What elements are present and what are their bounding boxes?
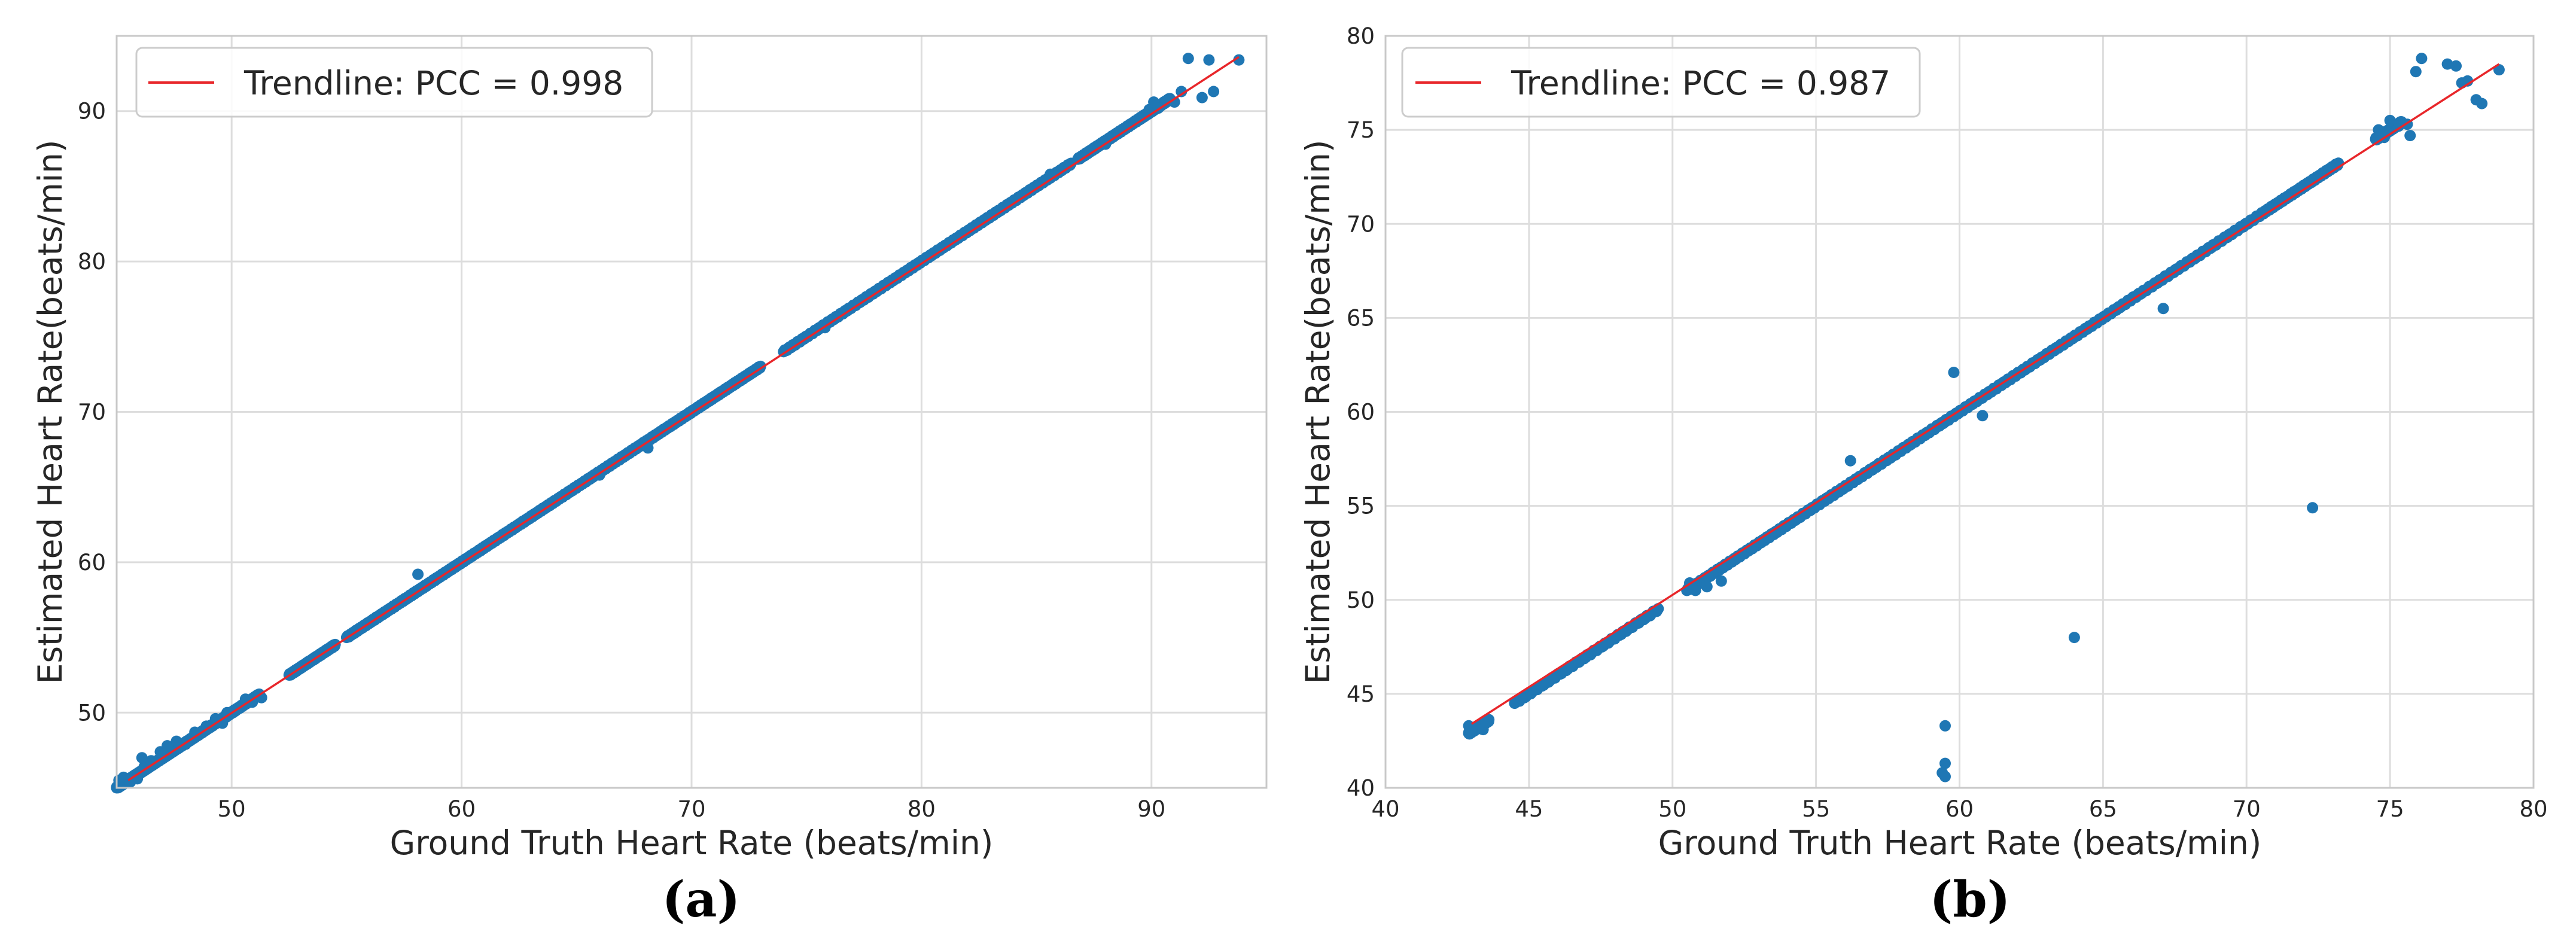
chart-b-legend: Trendline: PCC = 0.987 xyxy=(1401,47,1921,118)
chart-a-xtick-label: 50 xyxy=(218,796,246,822)
chart-b-xtick-label: 65 xyxy=(2089,796,2117,822)
chart-b-point xyxy=(1689,584,1701,596)
chart-b-legend-label: Trendline: PCC = 0.987 xyxy=(1511,64,1890,102)
chart-a-point xyxy=(1176,86,1187,98)
chart-a-legend-box xyxy=(135,47,653,118)
chart-b-point xyxy=(2384,114,2396,126)
chart-b-point xyxy=(2416,53,2428,65)
chart-a-point xyxy=(200,720,212,732)
chart-b-point xyxy=(2157,303,2169,315)
chart-b-point xyxy=(2404,130,2416,142)
chart-b-xtick-label: 55 xyxy=(1802,796,1830,822)
chart-a-point xyxy=(412,568,424,580)
chart-b-caption: (b) xyxy=(1930,871,2011,928)
chart-a-ytick-label: 80 xyxy=(78,249,106,275)
chart-b-point xyxy=(1701,581,1713,593)
chart-b-ytick-label: 40 xyxy=(1347,775,1375,801)
chart-b-xlabel: Ground Truth Heart Rate (beats/min) xyxy=(1658,824,2262,862)
chart-a-xtick-label: 70 xyxy=(677,796,705,822)
chart-b-xtick-label: 60 xyxy=(1945,796,1974,822)
chart-a-point xyxy=(136,752,148,764)
chart-b-y-ticks: 40 45 50 55 60 65 70 75 80 xyxy=(1347,23,1375,801)
chart-b-point xyxy=(1977,410,1989,422)
chart-b-point xyxy=(1862,466,1874,478)
chart-b-ytick-label: 60 xyxy=(1347,400,1375,425)
chart-b-legend-box xyxy=(1401,47,1921,118)
chart-b-ytick-label: 45 xyxy=(1347,681,1375,707)
chart-b-point xyxy=(1939,770,1951,782)
chart-b-xtick-label: 45 xyxy=(1515,796,1543,822)
chart-b-ytick-label: 55 xyxy=(1347,494,1375,519)
chart-a-point xyxy=(1168,96,1180,108)
chart-a-point xyxy=(1182,53,1194,65)
chart-a-ytick-label: 60 xyxy=(78,550,106,575)
chart-b-xtick-label: 40 xyxy=(1371,796,1399,822)
chart-a-y-ticks: 50 60 70 80 90 xyxy=(78,99,106,726)
chart-a: 50 60 70 80 90 50 60 70 80 90 Trendline: PCC = 0… xyxy=(31,35,1268,928)
chart-b-xtick-label: 50 xyxy=(1658,796,1686,822)
chart-a-xlabel: Ground Truth Heart Rate (beats/min) xyxy=(390,824,994,862)
chart-b-trendline xyxy=(1470,63,2500,725)
chart-a-grid xyxy=(117,36,1266,788)
chart-b-point xyxy=(2307,502,2319,514)
chart-b-point xyxy=(2450,60,2462,72)
chart-b: 40 45 50 55 60 65 70 75 80 40 45 50 55 60 65 70 75 80 Tr… xyxy=(1299,23,2548,928)
chart-a-point xyxy=(1203,54,1215,66)
chart-a-ytick-label: 90 xyxy=(78,99,106,124)
chart-a-frame xyxy=(115,35,1268,789)
chart-a-point xyxy=(1196,92,1208,103)
chart-b-point xyxy=(1480,716,1492,728)
chart-b-ytick-label: 70 xyxy=(1347,211,1375,237)
chart-a-trendline xyxy=(127,56,1240,781)
chart-b-point xyxy=(2462,75,2474,87)
chart-b-xtick-label: 80 xyxy=(2519,796,2547,822)
chart-a-ylabel: Estimated Heart Rate(beats/min) xyxy=(31,140,69,684)
chart-a-point xyxy=(246,696,258,708)
chart-b-ytick-label: 75 xyxy=(1347,117,1375,143)
chart-a-xtick-label: 80 xyxy=(908,796,936,822)
chart-a-point xyxy=(1208,86,1220,98)
chart-b-point xyxy=(1939,720,1951,732)
chart-b-points xyxy=(1463,53,2505,782)
chart-b-ytick-label: 65 xyxy=(1347,305,1375,331)
chart-b-xtick-label: 75 xyxy=(2376,796,2404,822)
chart-b-frame xyxy=(1384,35,2535,789)
chart-b-point xyxy=(2410,66,2422,78)
chart-a-x-ticks: 50 60 70 80 90 xyxy=(218,796,1166,822)
chart-b-ytick-label: 50 xyxy=(1347,587,1375,613)
chart-b-ylabel: Estimated Heart Rate(beats/min) xyxy=(1299,140,1337,684)
chart-b-point xyxy=(1844,455,1856,467)
chart-b-x-ticks: 40 45 50 55 60 65 70 75 80 xyxy=(1371,796,2547,822)
chart-a-legend: Trendline: PCC = 0.998 xyxy=(135,47,653,118)
chart-a-point xyxy=(642,442,654,454)
chart-b-point xyxy=(1948,367,1960,378)
chart-b-point xyxy=(2068,632,2080,644)
chart-a-points xyxy=(111,53,1245,794)
chart-a-point xyxy=(170,735,182,747)
chart-a-legend-label: Trendline: PCC = 0.998 xyxy=(243,64,623,102)
chart-a-ytick-label: 50 xyxy=(78,700,106,726)
chart-b-point xyxy=(2393,120,2404,132)
chart-b-point xyxy=(2441,58,2453,70)
chart-a-xtick-label: 60 xyxy=(447,796,476,822)
chart-a-xtick-label: 90 xyxy=(1137,796,1165,822)
chart-a-point xyxy=(162,740,173,752)
chart-b-ytick-label: 80 xyxy=(1347,23,1375,49)
chart-a-ytick-label: 70 xyxy=(78,400,106,425)
chart-a-point xyxy=(221,706,233,718)
chart-a-caption: (a) xyxy=(662,871,741,928)
chart-b-point xyxy=(1939,757,1951,769)
chart-a-point xyxy=(1233,54,1245,66)
chart-b-point xyxy=(2476,98,2488,109)
chart-b-point xyxy=(1715,575,1727,587)
chart-b-xtick-label: 70 xyxy=(2233,796,2261,822)
